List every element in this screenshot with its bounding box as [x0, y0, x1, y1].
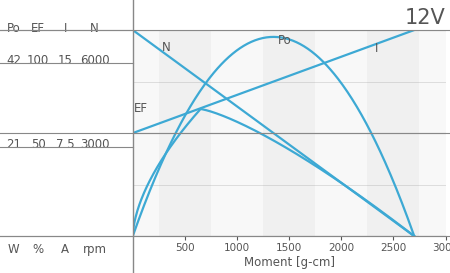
Text: 21: 21 [6, 138, 21, 151]
Text: 15: 15 [58, 54, 73, 67]
Text: N: N [162, 41, 171, 54]
X-axis label: Moment [g-cm]: Moment [g-cm] [243, 256, 335, 269]
Text: I: I [374, 42, 378, 55]
Bar [159, 30, 211, 236]
Text: 12V: 12V [405, 8, 446, 28]
Text: 6000: 6000 [80, 54, 109, 67]
Text: 3000: 3000 [80, 138, 109, 151]
Text: A: A [61, 243, 69, 256]
Text: rpm: rpm [82, 243, 107, 256]
Text: 42: 42 [6, 54, 21, 67]
Text: 7.5: 7.5 [56, 138, 75, 151]
Text: EF: EF [134, 102, 148, 115]
Bar [263, 30, 315, 236]
Text: Po: Po [278, 34, 292, 47]
Text: %: % [33, 243, 44, 256]
Bar [367, 30, 419, 236]
Text: EF: EF [31, 22, 45, 35]
Text: W: W [8, 243, 19, 256]
Text: Po: Po [7, 22, 20, 35]
Text: 100: 100 [27, 54, 50, 67]
Text: 50: 50 [31, 138, 45, 151]
Text: N: N [90, 22, 99, 35]
Text: I: I [63, 22, 67, 35]
